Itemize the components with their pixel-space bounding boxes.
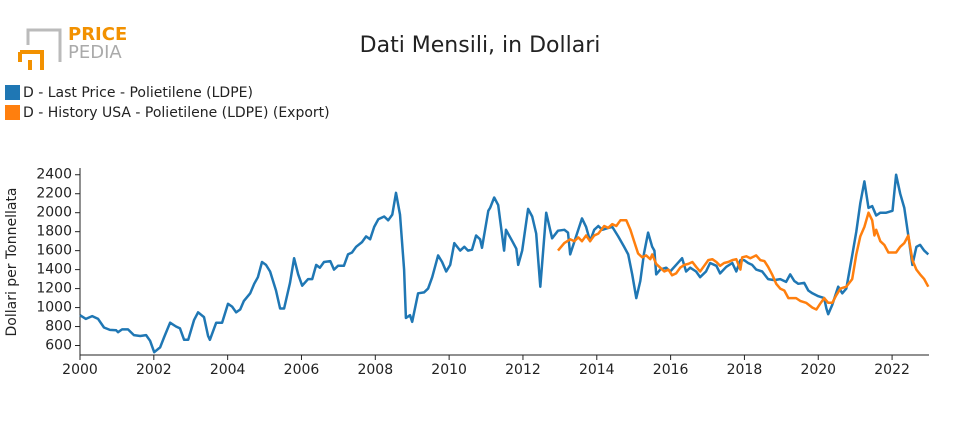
y-tick-label: 2400 — [36, 167, 72, 183]
legend-label: D - History USA - Polietilene (LDPE) (Ex… — [23, 105, 330, 121]
x-tick-label: 2004 — [210, 362, 246, 378]
y-tick-label: 600 — [45, 338, 72, 354]
y-tick-label: 1000 — [36, 300, 72, 316]
logo-text: PRICE — [68, 24, 127, 45]
y-tick-label: 1200 — [36, 281, 72, 297]
x-tick-label: 2016 — [653, 362, 689, 378]
chart-title: Dati Mensili, in Dollari — [360, 33, 601, 58]
y-tick-label: 800 — [45, 319, 72, 335]
x-tick-label: 2008 — [357, 362, 393, 378]
x-tick-label: 2002 — [136, 362, 172, 378]
x-tick-label: 2022 — [874, 362, 910, 378]
y-tick-label: 1800 — [36, 224, 72, 240]
x-tick-label: 2014 — [579, 362, 615, 378]
logo-text: PEDIA — [68, 42, 122, 63]
logo-mark — [18, 50, 44, 70]
legend-label: D - Last Price - Polietilene (LDPE) — [23, 85, 253, 101]
y-tick-label: 1400 — [36, 262, 72, 278]
logo: PRICE PEDIA — [18, 24, 127, 70]
y-tick-label: 2000 — [36, 205, 72, 221]
legend-swatch — [5, 105, 20, 120]
y-tick-label: 2200 — [36, 186, 72, 202]
y-tick-label: 1600 — [36, 243, 72, 259]
legend-swatch — [5, 85, 20, 100]
series-line — [557, 211, 930, 311]
x-tick-label: 2020 — [800, 362, 836, 378]
y-axis-label: Dollari per Tonnellata — [4, 187, 20, 336]
logo-mark — [26, 28, 62, 62]
series-line — [79, 173, 930, 354]
x-tick-label: 2000 — [62, 362, 98, 378]
x-tick-label: 2018 — [727, 362, 763, 378]
x-tick-label: 2012 — [505, 362, 541, 378]
x-tick-label: 2010 — [431, 362, 467, 378]
x-tick-label: 2006 — [284, 362, 320, 378]
